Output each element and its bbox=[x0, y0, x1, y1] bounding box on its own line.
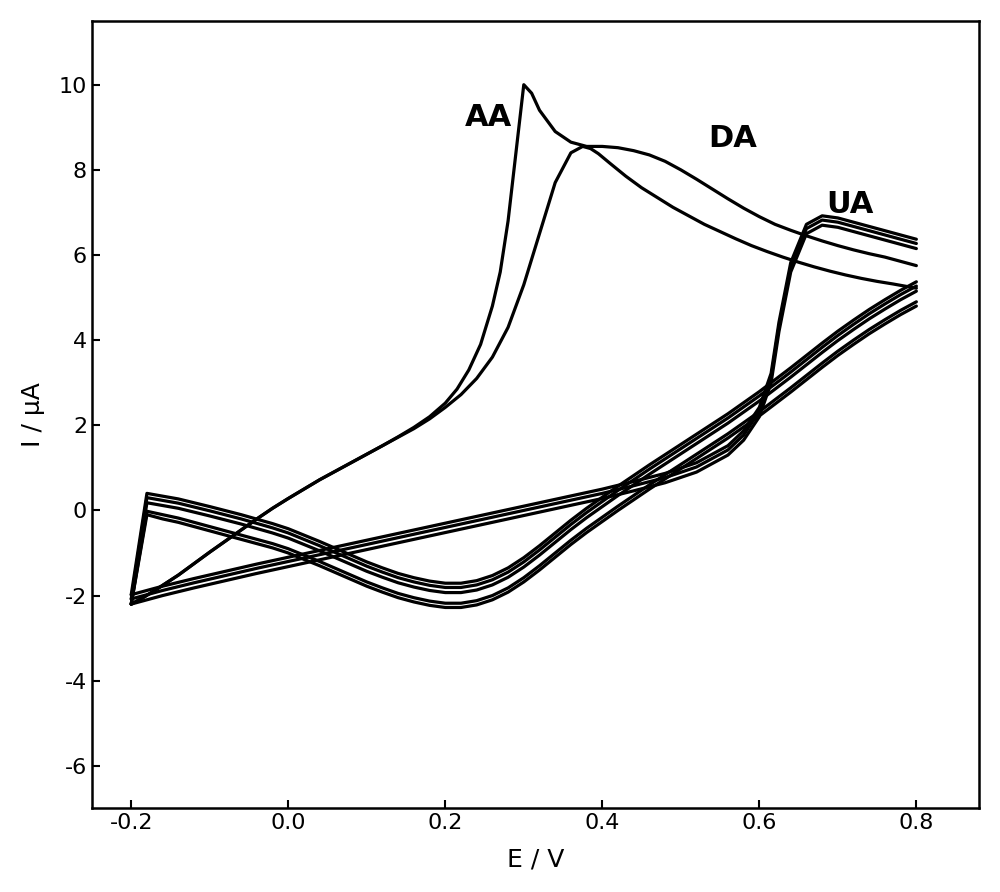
Text: DA: DA bbox=[708, 124, 757, 153]
Text: UA: UA bbox=[826, 190, 873, 219]
X-axis label: E / V: E / V bbox=[507, 847, 564, 871]
Y-axis label: I / μA: I / μA bbox=[21, 382, 45, 447]
Text: AA: AA bbox=[465, 103, 512, 131]
